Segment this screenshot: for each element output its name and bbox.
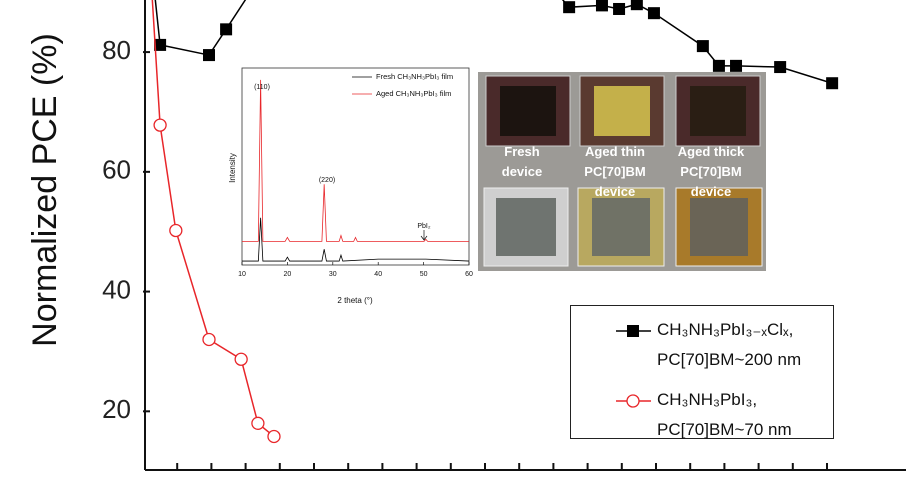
y-tick-label: 80 (102, 35, 131, 65)
marker (251, 416, 265, 430)
marker (220, 23, 233, 36)
marker (203, 49, 216, 62)
photo-label: Fresh device (501, 144, 543, 179)
marker (647, 7, 660, 20)
device-film (690, 198, 748, 256)
marker (202, 332, 216, 347)
series-line (242, 79, 469, 242)
marker (826, 77, 839, 90)
photo-label: Aged thick PC[70]BM device (677, 144, 745, 199)
inset-frame (241, 67, 470, 266)
annotation: PbI₂ (417, 223, 431, 230)
x-tick-label: 20 (284, 271, 292, 278)
legend-label: CH₃NH₃PbI₃₋ₓClₓ, PC[70]BM~200 nm (657, 320, 802, 369)
photo-label: Aged thin PC[70]BM device (584, 144, 646, 199)
device-film (690, 86, 746, 136)
y-tick-label: 40 (102, 274, 131, 304)
plot-area: 20 40 60 80 (102, 0, 839, 470)
x-tick-label: 50 (420, 271, 428, 278)
photo-label-box: Aged thin PC[70]BM device (584, 144, 646, 199)
legend-label: Fresh CH₃NH₃PbI₃ film (376, 72, 453, 81)
x-tick-label: 30 (329, 271, 337, 278)
y-tick-label: 60 (102, 155, 131, 185)
device-film (500, 86, 556, 136)
annotation: (110) (254, 84, 270, 91)
photo-label-box: Aged thick PC[70]BM device (677, 144, 745, 199)
inset-plot: 10 20 30 40 50 60 Fresh CH₃NH₃PbI₃ film Aged CH… (238, 72, 473, 278)
marker (153, 118, 167, 132)
inset-x-label: 2 theta (°) (337, 296, 373, 305)
y-tick-label: 20 (102, 394, 131, 424)
series-group (151, 0, 839, 444)
marker (234, 352, 248, 366)
legend-symbols (616, 325, 651, 408)
device-film (592, 198, 650, 256)
marker (630, 0, 643, 11)
annotation-arrow (420, 230, 428, 241)
x-tick-label: 60 (465, 271, 473, 278)
legend-label: CH₃NH₃PbI₃, PC[70]BM~70 nm (657, 390, 792, 439)
marker (712, 59, 725, 72)
marker (563, 1, 576, 14)
legend: CH₃NH₃PbI₃₋ₓClₓ, PC[70]BM~200 nm CH₃NH₃P… (570, 305, 834, 439)
device-film (496, 198, 556, 256)
marker (169, 223, 183, 238)
marker (154, 38, 167, 51)
marker (613, 2, 626, 15)
marker (626, 394, 640, 408)
marker (267, 429, 281, 444)
series-group (242, 79, 469, 262)
marker (595, 0, 608, 12)
photo-label-box: Fresh device (501, 144, 543, 179)
inset-background (230, 62, 478, 302)
device-film (594, 86, 650, 136)
y-axis-label: Normalized PCE (%) (26, 33, 64, 347)
device-photo: Fresh device Aged thin PC[70]BM device A… (478, 72, 766, 271)
marker (627, 325, 639, 337)
marker (730, 59, 743, 72)
marker (774, 61, 787, 74)
x-tick-label: 10 (238, 271, 246, 278)
series-line (154, 0, 833, 84)
series-line (242, 217, 469, 262)
annotation: (220) (319, 177, 335, 184)
x-tick-label: 40 (374, 271, 382, 278)
inset-y-label: Intensity (228, 153, 237, 183)
marker (696, 40, 709, 53)
legend-label: Aged CH₃NH₃PbI₃ film (376, 89, 451, 98)
